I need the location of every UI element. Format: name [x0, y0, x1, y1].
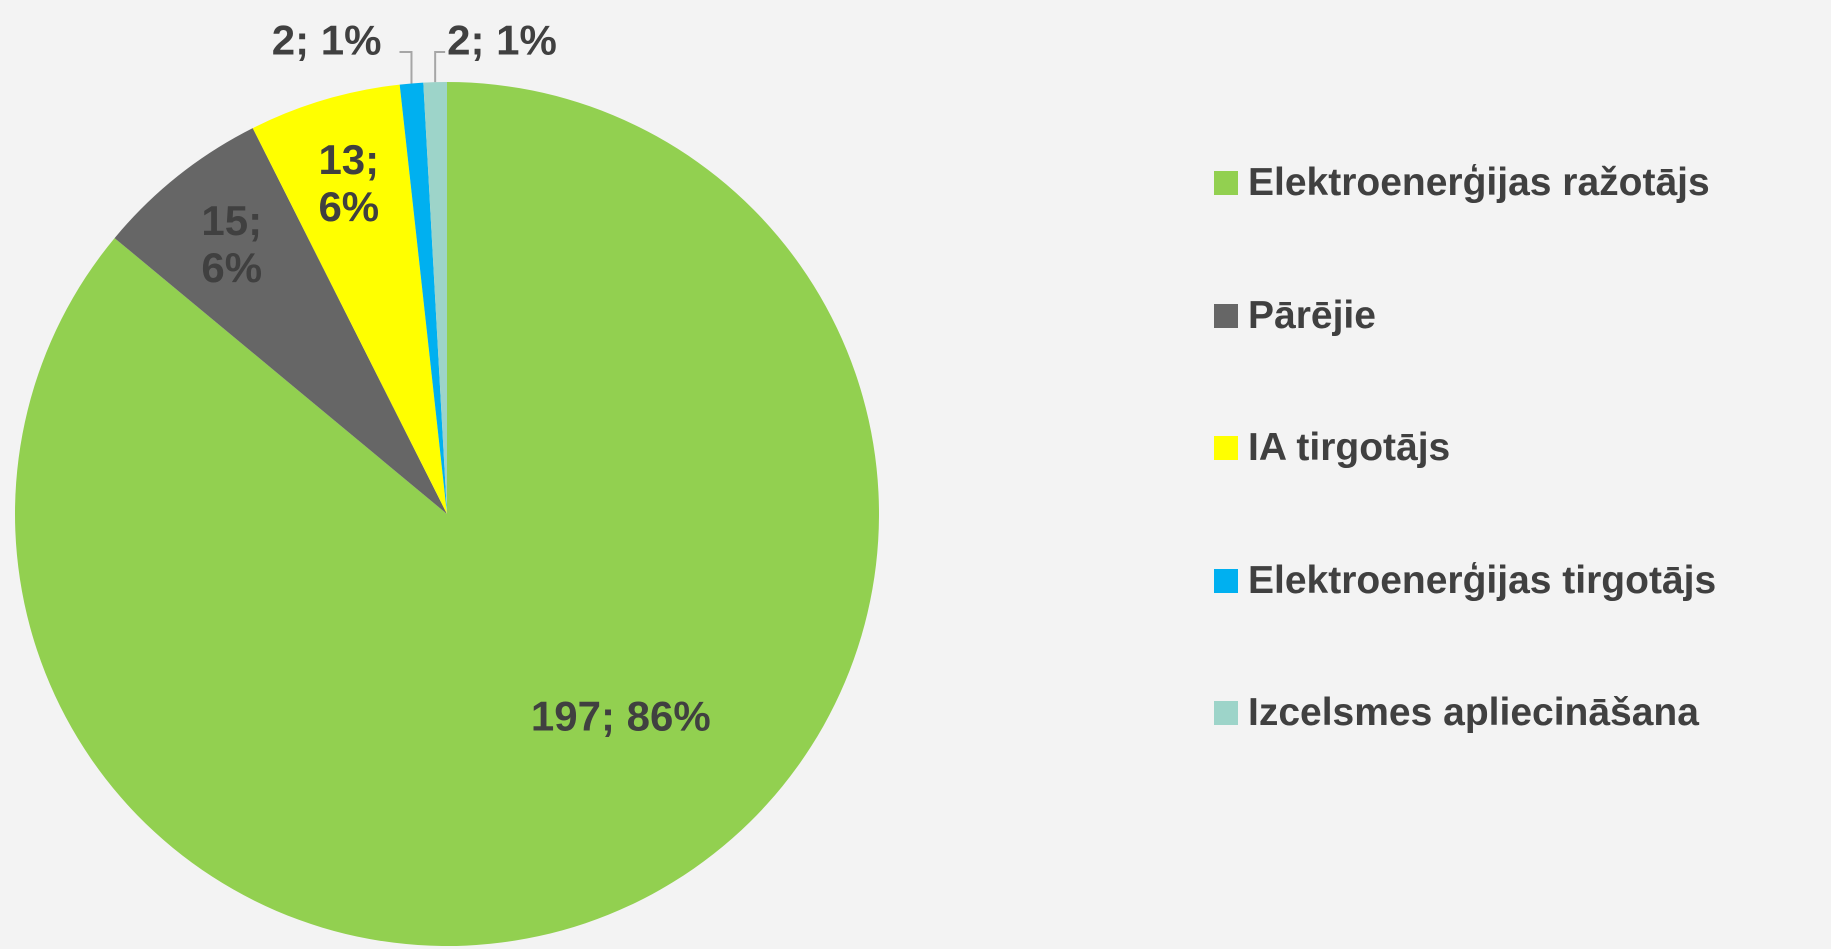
legend-label: Pārējie [1248, 293, 1376, 337]
legend-swatch [1214, 701, 1238, 725]
legend-item: IA tirgotājs [1214, 426, 1450, 470]
legend-swatch [1214, 303, 1238, 328]
data-label: 2; 1% [271, 16, 382, 64]
legend-swatch [1214, 568, 1238, 593]
pie-slice [252, 84, 447, 514]
data-label: 13; 6% [318, 135, 380, 230]
legend-item: Pārējie [1214, 294, 1376, 338]
pie-slice [15, 82, 880, 947]
legend-label: Elektroenerģijas tirgotājs [1248, 558, 1717, 602]
pie-slice [114, 128, 448, 514]
pie-slice [399, 82, 447, 514]
data-label: 2; 1% [447, 16, 557, 64]
legend-item: Elektroenerģijas ražotājs [1214, 161, 1710, 205]
data-label: 197; 86% [530, 692, 711, 740]
pie-slice [423, 82, 447, 514]
legend-item: Izcelsmes apliecināšana [1214, 691, 1699, 735]
legend-item: Elektroenerģijas tirgotājs [1214, 559, 1716, 603]
leader-line [434, 51, 446, 83]
legend-label: Izcelsmes apliecināšana [1248, 691, 1699, 734]
legend-label: Elektroenerģijas ražotājs [1248, 161, 1710, 204]
legend-label: IA tirgotājs [1248, 426, 1451, 469]
legend-swatch [1214, 436, 1238, 460]
data-label: 15; 6% [201, 196, 263, 291]
legend-swatch [1214, 171, 1238, 195]
leader-line [399, 51, 413, 84]
